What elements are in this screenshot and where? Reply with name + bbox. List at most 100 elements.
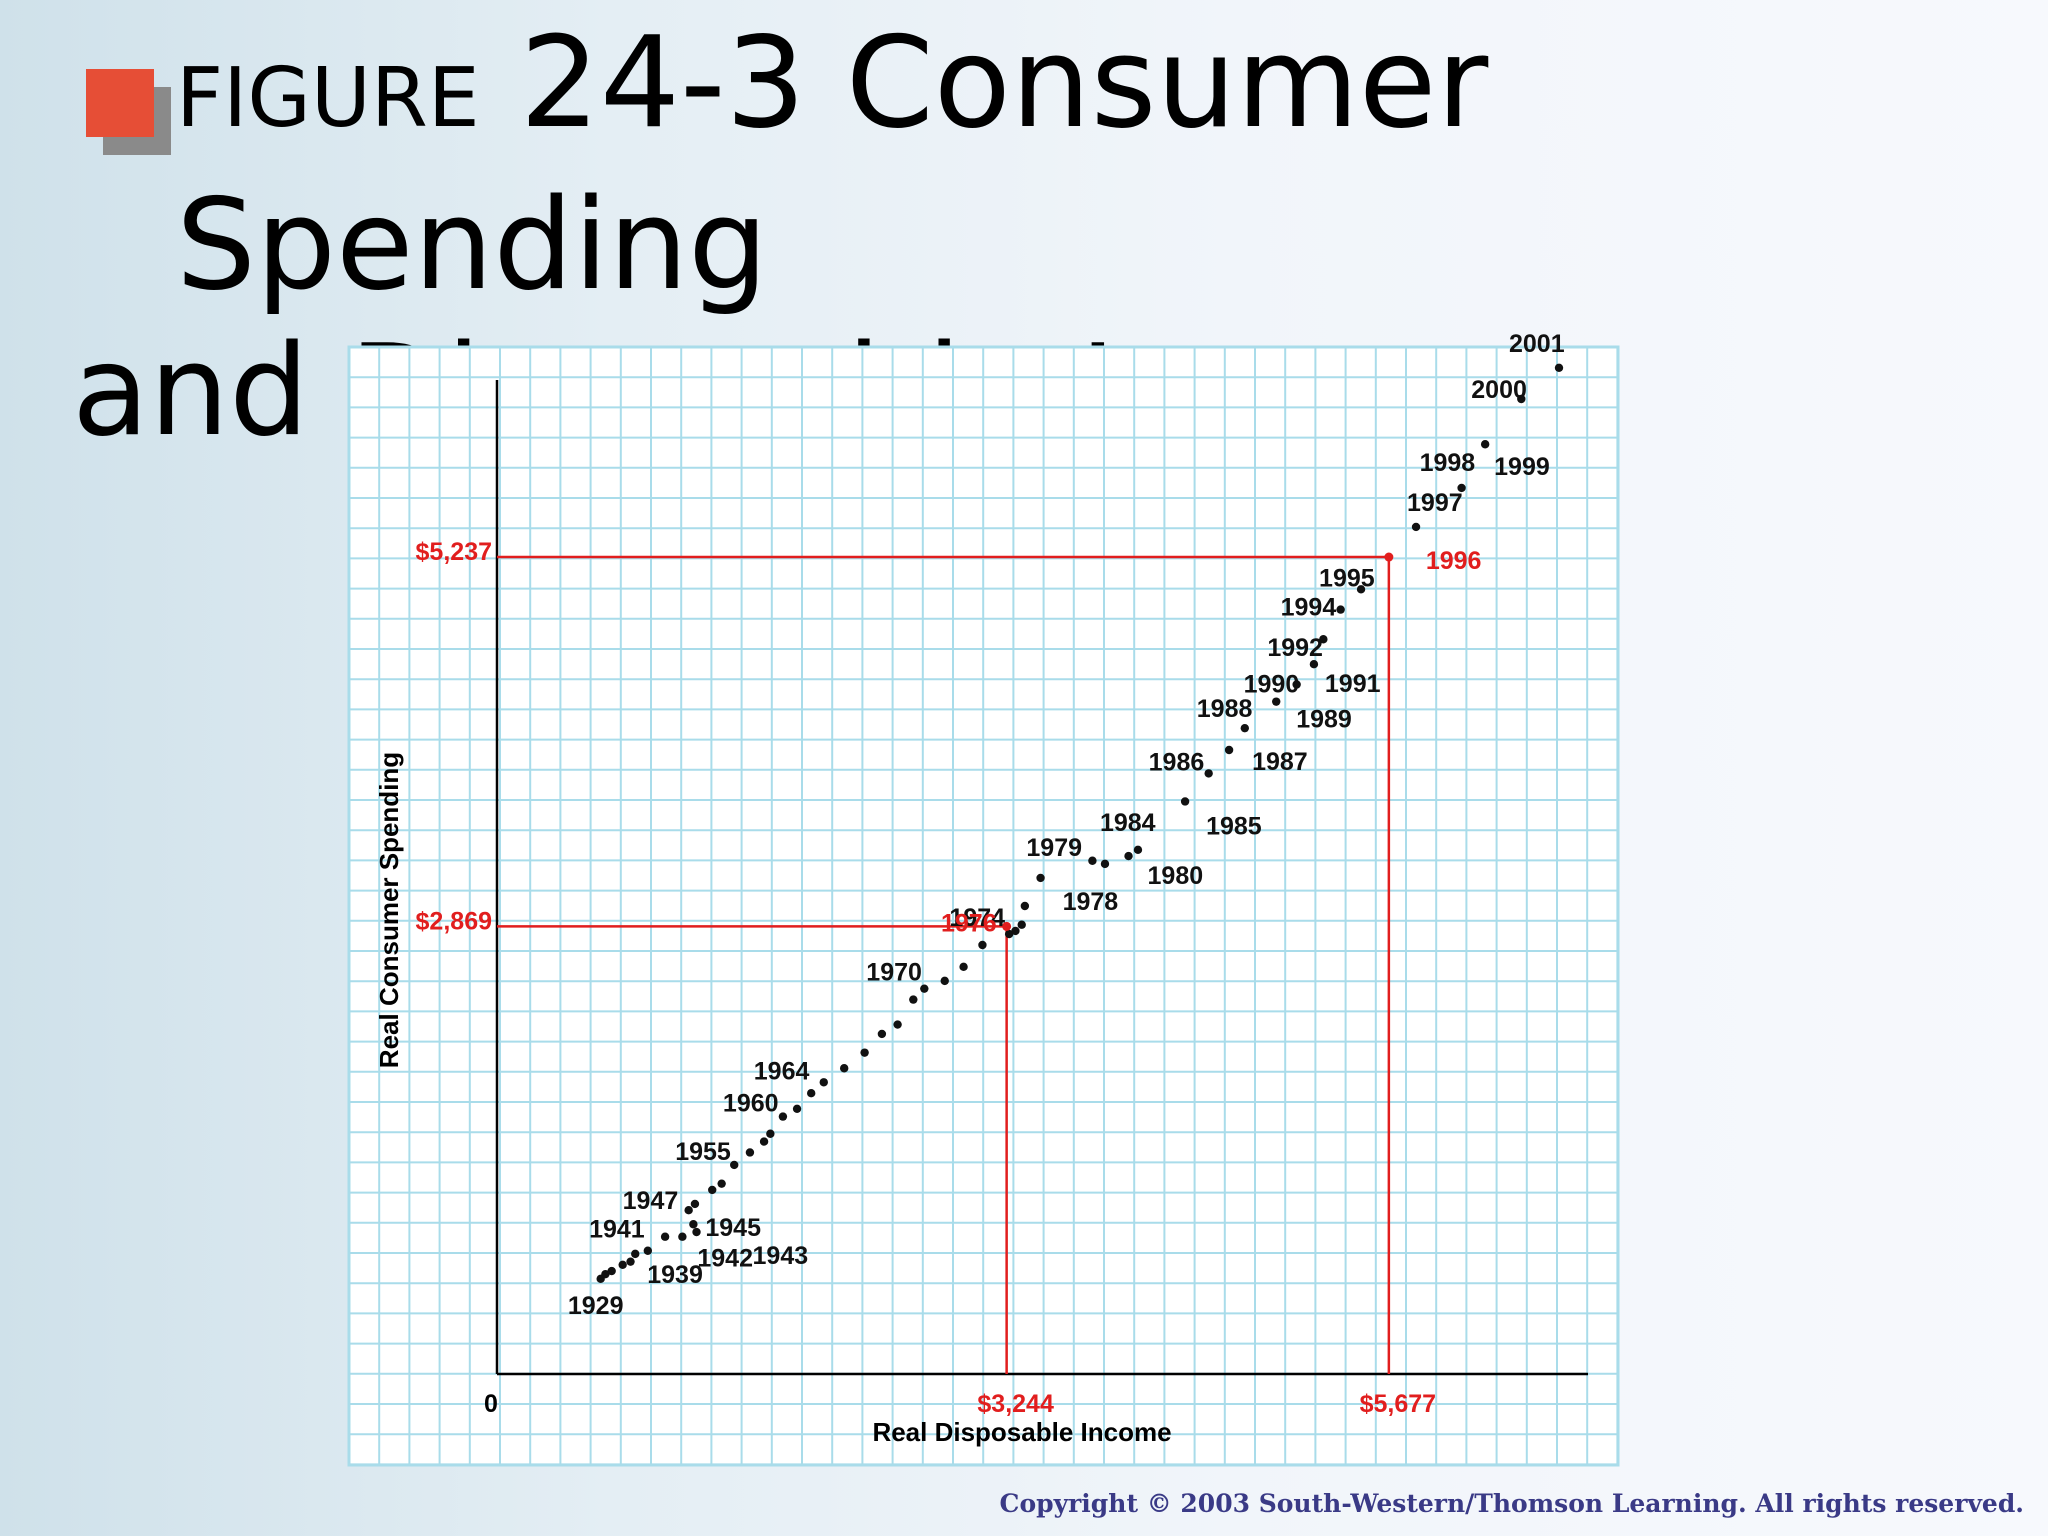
title-line-1: FIGURE 24-3 Consumer Spending	[72, 10, 2048, 318]
data-point	[708, 1185, 717, 1195]
point-label-1929: 1929	[568, 1292, 624, 1320]
data-point-1989	[1272, 697, 1281, 706]
data-point-2000	[1517, 394, 1526, 404]
data-point-1985	[1180, 797, 1190, 806]
point-label-1942: 1942	[697, 1245, 753, 1273]
point-label-1999: 1999	[1494, 453, 1550, 481]
point-label-1985: 1985	[1206, 812, 1262, 840]
point-label-2001: 2001	[1509, 330, 1565, 358]
point-label-1995: 1995	[1319, 564, 1375, 592]
point-label-1991: 1991	[1325, 670, 1381, 698]
data-point	[807, 1089, 816, 1098]
data-point	[792, 1104, 802, 1114]
point-label-1976: 1976	[941, 909, 997, 937]
origin-label: 0	[484, 1390, 498, 1418]
data-point-1974	[1011, 926, 1020, 936]
x-reference-label: $5,677	[1360, 1390, 1436, 1418]
y-reference-label: $2,869	[416, 907, 492, 935]
data-point	[940, 976, 949, 986]
point-label-1990: 1990	[1244, 670, 1300, 698]
gridlines	[348, 346, 1619, 1466]
point-label-2000: 2000	[1471, 376, 1527, 404]
point-label-1996: 1996	[1426, 547, 1482, 575]
data-point-1998	[1457, 483, 1466, 493]
y-reference-label: $5,237	[416, 538, 492, 566]
data-point-1999	[1480, 440, 1490, 449]
data-point	[959, 962, 968, 972]
data-point-1978	[1036, 873, 1045, 883]
point-label-1998: 1998	[1420, 449, 1476, 477]
data-point	[643, 1246, 653, 1255]
data-point-1997	[1411, 522, 1421, 532]
data-point	[690, 1199, 700, 1209]
bullet-square	[86, 69, 154, 137]
data-point-1964	[819, 1078, 828, 1087]
data-point	[745, 1148, 755, 1157]
data-point	[978, 940, 987, 950]
point-label-1970: 1970	[866, 959, 922, 987]
point-label-1980: 1980	[1148, 862, 1204, 890]
data-point-1992	[1319, 635, 1328, 644]
data-point	[1020, 901, 1030, 911]
data-point-1987	[1224, 745, 1234, 755]
title-main: 24-3 Consumer Spending	[176, 9, 1489, 318]
data-point-1941	[660, 1232, 670, 1241]
point-label-1997: 1997	[1407, 489, 1463, 517]
point-label-1979: 1979	[1026, 834, 1082, 862]
point-label-1955: 1955	[675, 1138, 731, 1166]
data-point	[1100, 859, 1110, 869]
data-point-1945	[689, 1220, 698, 1229]
data-point-2001	[1554, 363, 1564, 372]
data-point-1979	[1088, 856, 1097, 865]
data-point	[601, 1269, 610, 1279]
data-point	[759, 1137, 769, 1146]
data-point-1943	[692, 1227, 701, 1237]
x-reference-label: $3,244	[977, 1390, 1054, 1418]
data-point-1970	[920, 984, 929, 993]
data-point	[877, 1029, 887, 1039]
point-label-1964: 1964	[754, 1057, 810, 1085]
data-point	[607, 1266, 616, 1276]
copyright-notice: Copyright © 2003 South-Western/Thomson L…	[999, 1489, 2024, 1518]
data-point	[860, 1048, 869, 1057]
data-point-1996	[1384, 552, 1394, 562]
data-point-1988	[1240, 723, 1249, 733]
point-label-1941: 1941	[589, 1216, 645, 1244]
data-point	[893, 1020, 902, 1029]
point-label-1974: 1974	[949, 904, 1005, 932]
data-point-1994	[1336, 605, 1345, 614]
title-prefix: FIGURE	[176, 51, 480, 146]
data-point	[1004, 929, 1014, 939]
data-point-1990	[1292, 680, 1301, 689]
point-label-1947: 1947	[623, 1187, 679, 1215]
data-point-1986	[1204, 769, 1213, 778]
point-label-1978: 1978	[1063, 888, 1119, 916]
point-label-1960: 1960	[723, 1090, 779, 1118]
grid-border	[347, 345, 1620, 1467]
data-point-1984	[1133, 845, 1143, 855]
data-point-1980	[1124, 851, 1133, 861]
point-label-1984: 1984	[1100, 809, 1156, 837]
point-label-1945: 1945	[705, 1214, 761, 1242]
data-point	[626, 1257, 635, 1266]
point-label-1943: 1943	[753, 1242, 809, 1270]
point-label-1988: 1988	[1197, 695, 1253, 723]
point-label-1986: 1986	[1149, 748, 1205, 776]
data-point-1976	[1002, 921, 1012, 931]
x-axis-label: Real Disposable Income	[872, 1417, 1171, 1447]
data-point	[766, 1129, 775, 1138]
data-point-1947	[684, 1206, 693, 1215]
point-label-1994: 1994	[1281, 594, 1337, 622]
point-label-1987: 1987	[1252, 748, 1308, 776]
data-point	[717, 1179, 726, 1188]
data-point	[618, 1260, 627, 1270]
data-point-1939	[631, 1249, 640, 1259]
data-point	[1017, 920, 1026, 929]
point-label-1989: 1989	[1296, 706, 1352, 734]
point-label-1939: 1939	[647, 1261, 703, 1289]
point-label-1992: 1992	[1267, 634, 1323, 662]
data-point	[839, 1064, 849, 1073]
data-point-1955	[730, 1160, 739, 1170]
